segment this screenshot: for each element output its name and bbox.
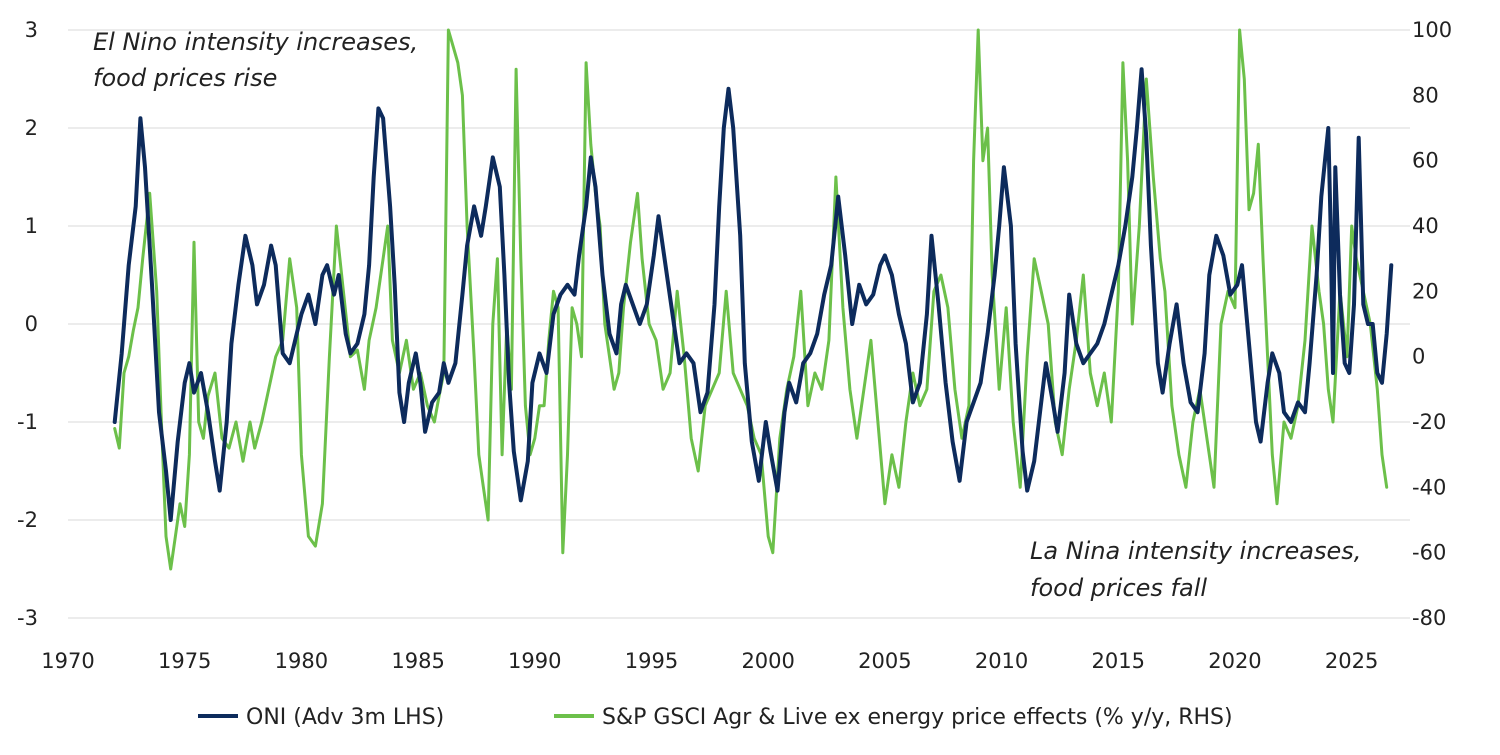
x-tick-label: 2020: [1208, 649, 1261, 673]
gridlines: [68, 29, 1410, 619]
x-tick-label: 1975: [158, 649, 211, 673]
y-right-tick-label: 60: [1412, 149, 1439, 173]
y-left-tick-label: 3: [25, 18, 38, 42]
annotation-top-line-1: El Nino intensity increases,: [93, 28, 418, 56]
x-tick-label: 1995: [625, 649, 678, 673]
annotations: El Nino intensity increases, food prices…: [93, 28, 1361, 602]
series-line-gsci: [113, 28, 1389, 571]
legend-label-oni: ONI (Adv 3m LHS): [246, 705, 444, 730]
y-right-tick-label: 40: [1412, 214, 1439, 238]
y-left-tick-label: 2: [25, 116, 38, 140]
legend: ONI (Adv 3m LHS) S&P GSCI Agr & Live ex …: [198, 705, 1233, 730]
y-right-tick-label: 100: [1412, 18, 1452, 42]
y-right-tick-label: -40: [1412, 475, 1446, 499]
x-tick-label: 1985: [391, 649, 444, 673]
y-right-tick-label: 20: [1412, 279, 1439, 303]
annotation-top-line-2: food prices rise: [93, 64, 277, 92]
legend-label-gsci: S&P GSCI Agr & Live ex energy price effe…: [602, 705, 1233, 730]
y-right-tick-label: 80: [1412, 83, 1439, 107]
y-left-tick-label: -1: [17, 410, 38, 434]
series-group: [112, 28, 1394, 571]
y-right-tick-label: -60: [1412, 541, 1446, 565]
x-tick-label: 2000: [741, 649, 794, 673]
annotation-bottom-line-2: food prices fall: [1030, 574, 1207, 602]
series-line-oni: [112, 67, 1394, 522]
y-left-tick-label: 1: [25, 214, 38, 238]
x-tick-label: 2025: [1325, 649, 1378, 673]
y-right-tick-label: -80: [1412, 606, 1446, 630]
x-tick-label: 2015: [1092, 649, 1145, 673]
x-tick-label: 2005: [858, 649, 911, 673]
x-tick-label: 1980: [275, 649, 328, 673]
y-right-tick-label: 0: [1412, 345, 1425, 369]
y-right-tick-label: -20: [1412, 410, 1446, 434]
y-left-tick-label: 0: [25, 312, 38, 336]
x-tick-label: 1970: [41, 649, 94, 673]
y-left-tick-label: -2: [17, 508, 38, 532]
axes: 3 2 1 0 -1 -2 -3 100 80 60 40 20 0 -20 -40 -60 -80 1970 19…: [17, 18, 1452, 673]
y-left-tick-label: -3: [17, 606, 38, 630]
x-tick-label: 2010: [975, 649, 1028, 673]
annotation-bottom-line-1: La Nina intensity increases,: [1030, 537, 1361, 565]
x-tick-label: 1990: [508, 649, 561, 673]
